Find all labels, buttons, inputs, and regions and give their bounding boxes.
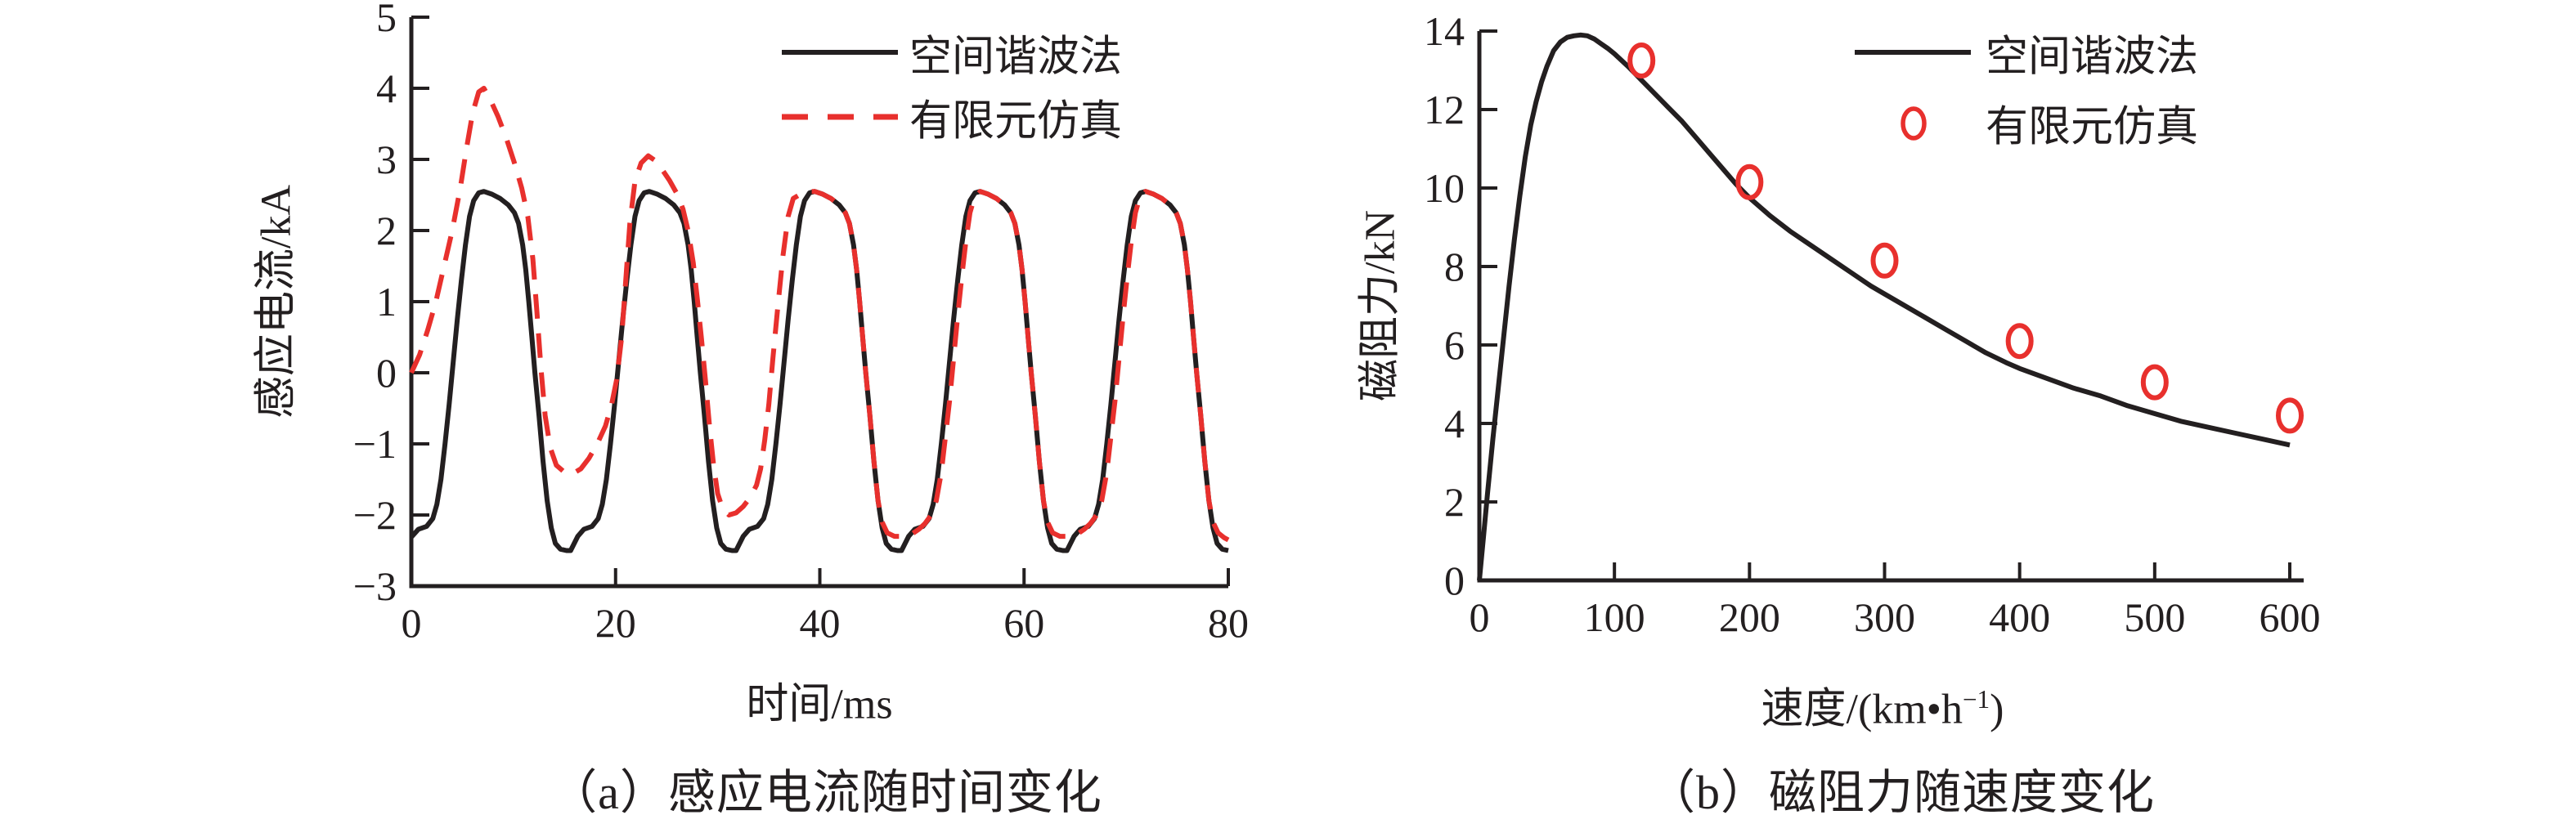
chart-a-y-tick-label: 4 [376, 65, 397, 111]
series-b-fem-circle-marker [2005, 323, 2034, 360]
chart-b-y-axis-title: 磁阻力/kN [1357, 209, 1404, 402]
chart-a-x-tick-label: 80 [1208, 600, 1249, 646]
chart-b-y-tick-label: 12 [1424, 87, 1465, 132]
chart-a-y-tick-label: −2 [353, 492, 397, 538]
chart-b-x-axis-title: 速度/(km•h−1) [1761, 674, 2004, 736]
legend-b-circle-marker [1901, 106, 1927, 141]
series-b-fem-circle-marker [2276, 397, 2304, 434]
chart-a-y-tick-label: 3 [376, 137, 397, 182]
chart-b-x-tick-label: 500 [2124, 594, 2185, 640]
chart-b-plot: 0 2 4 6 8 10 12 14 0 100 200 300 400 500 600 [1424, 8, 2321, 640]
chart-b-y-tick-label: 10 [1424, 165, 1465, 211]
legend-a-item-fem-label: 有限元仿真 [909, 98, 1123, 146]
chart-a-x-tick-label: 40 [800, 600, 841, 646]
chart-a-y-tick-label: −1 [353, 421, 397, 467]
legend-b-item-harmonic-label: 空间谐波法 [1986, 34, 2199, 81]
chart-b-x-tick-label: 400 [1989, 594, 2050, 640]
chart-b-x-tick-label: 300 [1854, 594, 1915, 640]
chart-a-y-tick-label: 5 [376, 0, 397, 40]
chart-b-x-tick-label: 0 [1470, 594, 1490, 640]
chart-a-axes [409, 17, 1228, 589]
chart-b-x-axis-title-close: ) [1990, 686, 2004, 733]
chart-a-y-axis-title: 感应电流/kA [253, 184, 300, 419]
series-b-fem-circle-marker [1870, 242, 1899, 279]
series-a-fem-dashed-line [409, 86, 1230, 543]
chart-a-y-tick-label: −3 [353, 563, 397, 609]
chart-a-plot: −3 −2 −1 0 1 2 3 4 5 0 20 40 60 80 [353, 0, 1249, 646]
chart-b-x-tick-label: 200 [1719, 594, 1780, 640]
series-b-fem-circle-marker [1735, 163, 1764, 200]
caption-chart-b: （b）磁阻力随速度变化 [1647, 766, 2156, 815]
legend-a-dashed-line-marker [782, 114, 898, 120]
chart-b-y-tick-label: 0 [1444, 558, 1465, 603]
series-b-fem-circle-marker [1627, 43, 1656, 78]
chart-a-y-tick-label: 2 [376, 208, 397, 253]
series-b-harmonic-line [1477, 32, 2291, 581]
chart-b-y-tick-label: 4 [1444, 401, 1465, 446]
chart-a-x-tick-label: 20 [595, 600, 636, 646]
chart-a-x-tick-label: 60 [1003, 600, 1044, 646]
chart-b-x-axis-title-text: 速度/(km•h [1761, 686, 1963, 733]
chart-a-x-tick-label: 0 [402, 600, 422, 646]
chart-b-y-tick-label: 2 [1444, 479, 1465, 525]
series-b-fem-circle-marker [2140, 364, 2169, 401]
chart-b-x-axis-title-exponent: −1 [1962, 685, 1990, 714]
chart-b-x-tick-label: 600 [2260, 594, 2321, 640]
legend-a-item-harmonic-label: 空间谐波法 [909, 34, 1123, 81]
legend-a-solid-line-marker [782, 50, 898, 55]
legend-b-item-fem-label: 有限元仿真 [1986, 104, 2199, 151]
caption-chart-a: （a）感应电流随时间变化 [550, 766, 1102, 815]
chart-b-y-tick-label: 6 [1444, 322, 1465, 368]
series-a-harmonic-line [409, 189, 1229, 553]
chart-b-x-tick-label: 100 [1584, 594, 1645, 640]
chart-b-y-tick-label: 14 [1424, 8, 1465, 54]
legend-b-solid-line-marker [1855, 50, 1971, 55]
chart-a-y-tick-label: 0 [376, 350, 397, 396]
chart-a-y-tick-label: 1 [376, 279, 397, 325]
chart-b-y-tick-label: 8 [1444, 244, 1465, 289]
chart-a-x-axis-title: 时间/ms [746, 681, 893, 728]
